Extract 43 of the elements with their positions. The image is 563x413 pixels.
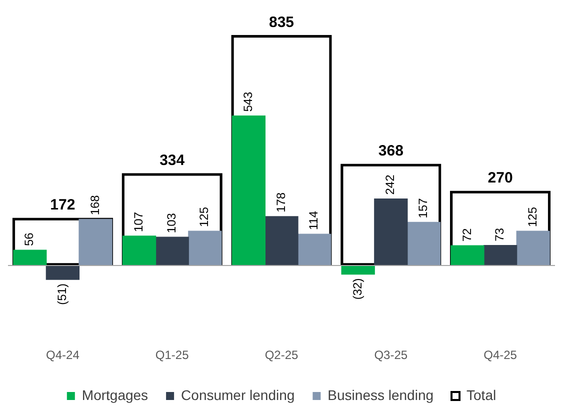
data-label: 270 <box>488 170 513 187</box>
bar <box>264 216 298 266</box>
bar <box>188 230 222 266</box>
data-label: 56 <box>22 232 36 246</box>
data-label: (32) <box>350 278 364 300</box>
bar <box>297 234 332 266</box>
data-label: 835 <box>268 14 294 31</box>
legend-label: Mortgages <box>82 386 148 403</box>
data-label: 72 <box>460 228 474 242</box>
x-tick-label: Q4-24 <box>46 348 80 362</box>
data-label: 543 <box>240 91 255 112</box>
legend-label: Consumer lending <box>181 386 295 403</box>
bar <box>13 250 47 266</box>
data-label: (51) <box>55 284 70 305</box>
data-label: 157 <box>416 198 430 218</box>
data-label: 107 <box>132 212 146 232</box>
bar <box>483 245 518 266</box>
bar <box>46 265 80 280</box>
bar <box>450 245 484 266</box>
bar <box>516 230 550 266</box>
data-label: 172 <box>50 196 76 214</box>
bar <box>78 218 112 266</box>
data-label: 125 <box>197 206 212 228</box>
data-label: 103 <box>164 212 178 234</box>
x-tick-label: Q2-25 <box>264 348 298 362</box>
data-label: 125 <box>525 206 540 228</box>
data-label: 73 <box>492 228 507 242</box>
x-tick-label: Q3-25 <box>374 348 408 362</box>
legend-label: Total <box>466 386 496 403</box>
bar <box>122 236 156 266</box>
data-label: 242 <box>383 174 398 195</box>
data-label: 368 <box>378 142 404 160</box>
bar <box>155 236 189 266</box>
x-tick-label: Q1-25 <box>155 348 190 362</box>
bar <box>406 222 441 266</box>
x-tick-label: Q4-25 <box>484 348 518 362</box>
data-label: 114 <box>306 210 321 230</box>
data-label: 168 <box>88 194 102 216</box>
bar <box>232 115 266 266</box>
bar <box>374 198 408 266</box>
data-label: 334 <box>160 152 186 170</box>
legend-label: Business lending <box>328 386 434 403</box>
data-label: 178 <box>274 192 288 212</box>
